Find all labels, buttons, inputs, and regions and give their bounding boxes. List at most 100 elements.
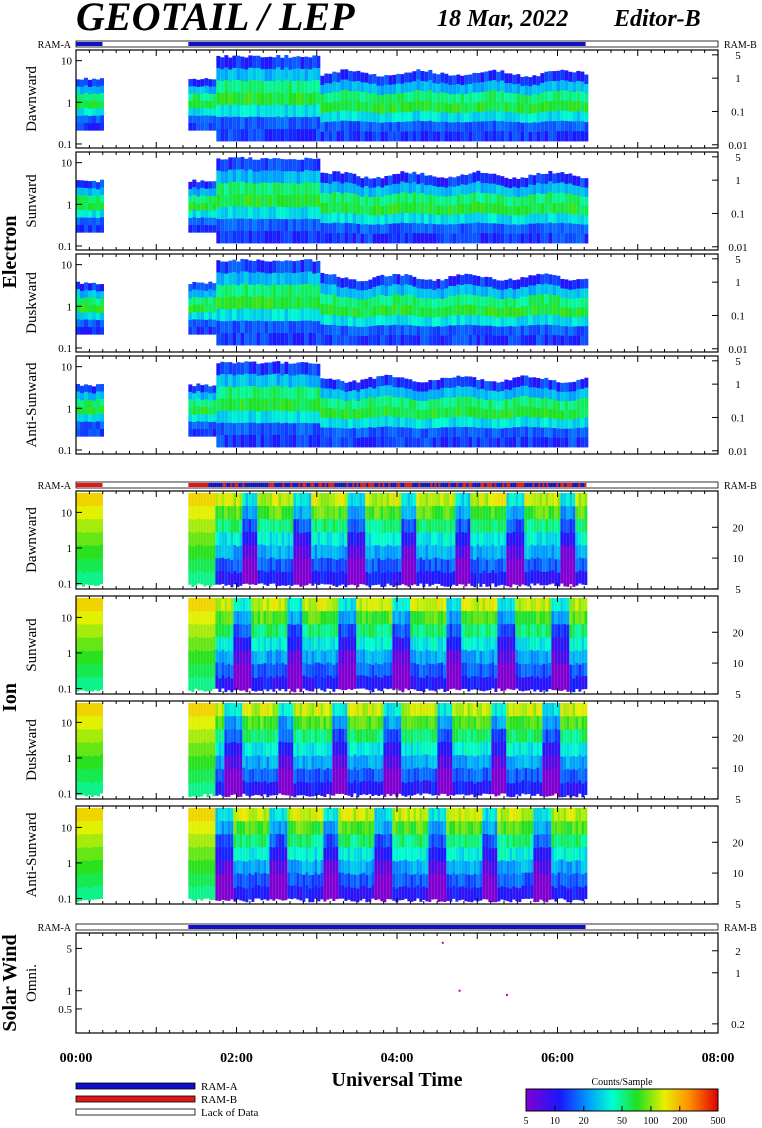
spectrogram-cell (302, 492, 306, 507)
spectrogram-cell (512, 558, 516, 572)
spectrogram-cell (204, 217, 209, 226)
spectrogram-cell (515, 571, 519, 585)
spectrogram-cell (76, 398, 80, 407)
spectrogram-cell (389, 492, 393, 507)
spectrogram-cell (404, 519, 408, 533)
spectrogram-cell (432, 280, 437, 291)
spectrogram-cell (76, 677, 79, 692)
spectrogram-cell (236, 519, 240, 534)
spectrogram-cell (236, 333, 241, 346)
spectrogram-cell (404, 506, 408, 520)
spectrogram-cell (308, 69, 313, 82)
spectrogram-cell (460, 194, 465, 205)
spectrogram-cell (224, 297, 229, 310)
spectrogram-cell (488, 296, 493, 307)
spectrogram-cell (260, 170, 265, 183)
spectrogram-cell (272, 182, 277, 195)
spectrogram-cell (240, 230, 245, 244)
spectrogram-cell (484, 111, 489, 122)
spectrogram-cell (233, 624, 237, 638)
spectrogram-cell (460, 285, 465, 296)
spectrogram-cell (272, 544, 276, 558)
spectrogram-cell (401, 570, 405, 585)
spectrogram-cell (324, 183, 329, 194)
spectrogram-cell (188, 93, 193, 102)
spectrogram-cell (272, 518, 276, 532)
spectrogram-cell (496, 335, 501, 346)
spectrogram-cell (388, 416, 393, 427)
spectrogram-cell (532, 285, 537, 296)
mode-bar-segment (252, 483, 255, 487)
spectrogram-cell (316, 260, 321, 274)
spectrogram-cell (488, 546, 492, 560)
spectrogram-cell (509, 492, 513, 507)
spectrogram-cell (444, 335, 449, 346)
spectrogram-cell (97, 624, 100, 639)
spectrogram-cell (299, 519, 303, 534)
spectrogram-cell (192, 393, 197, 401)
spectrogram-cell (515, 506, 519, 520)
spectrogram-cell (432, 92, 437, 103)
spectrogram-cell (560, 278, 565, 289)
spectrogram-cell (482, 531, 486, 546)
spectrogram-cell (396, 407, 401, 418)
spectrogram-cell (256, 80, 261, 93)
spectrogram-cell (572, 101, 577, 112)
spectrogram-cell (456, 385, 461, 397)
spectrogram-cell (76, 108, 80, 117)
spectrogram-cell (408, 193, 413, 204)
spectrogram-cell (548, 201, 553, 213)
spectrogram-cell (364, 102, 369, 113)
spectrogram-cell (232, 387, 237, 400)
spectrogram-cell (263, 571, 267, 585)
spectrogram-cell (88, 407, 92, 415)
spectrogram-cell (204, 85, 209, 94)
spectrogram-cell (308, 320, 313, 334)
spectrogram-cell (254, 624, 258, 639)
spectrogram-cell (572, 233, 577, 244)
spectrogram-cell (512, 205, 517, 216)
spectrogram-cell (96, 94, 100, 102)
spectrogram-cell (365, 558, 369, 573)
spectrogram-cell (263, 492, 267, 507)
spectrogram-cell (509, 519, 513, 534)
spectrogram-cell (496, 223, 501, 234)
spectrogram-cell (476, 492, 480, 507)
spectrogram-cell (200, 217, 205, 226)
spectrogram-cell (308, 296, 313, 309)
spectrogram-cell (230, 638, 234, 653)
spectrogram-cell (323, 492, 327, 507)
spectrogram-cell (340, 418, 345, 429)
spectrogram-cell (284, 333, 289, 346)
spectrogram-cell (578, 570, 582, 584)
spectrogram-cell (92, 304, 96, 313)
mode-bar-segment (290, 483, 293, 487)
spectrogram-cell (245, 531, 249, 545)
spectrogram-cell (404, 532, 408, 546)
spectrogram-cell (209, 611, 213, 625)
spectrogram-cell (203, 597, 207, 612)
spectrogram-cell (188, 519, 192, 533)
spectrogram-cell (396, 121, 401, 132)
spectrogram-cell (540, 417, 545, 428)
spectrogram-cell (503, 545, 507, 560)
spectrogram-cell (84, 428, 88, 437)
spectrogram-cell (446, 573, 450, 587)
spectrogram-cell (468, 426, 473, 438)
spectrogram-cell (200, 187, 205, 196)
spectrogram-cell (311, 532, 315, 547)
spectrogram-cell (368, 307, 373, 318)
spectrogram-cell (506, 572, 510, 587)
spectrogram-cell (356, 546, 360, 561)
spectrogram-cell (340, 306, 345, 317)
spectrogram-cell (300, 410, 305, 424)
spectrogram-cell (497, 532, 501, 547)
spectrogram-cell (228, 93, 233, 106)
spectrogram-cell (212, 636, 216, 651)
spectrogram-cell (236, 398, 241, 412)
spectrogram-cell (316, 116, 321, 130)
spectrogram-cell (377, 545, 381, 559)
spectrogram-cell (203, 572, 207, 587)
spectrogram-cell (544, 324, 549, 336)
spectrogram-cell (584, 506, 588, 520)
